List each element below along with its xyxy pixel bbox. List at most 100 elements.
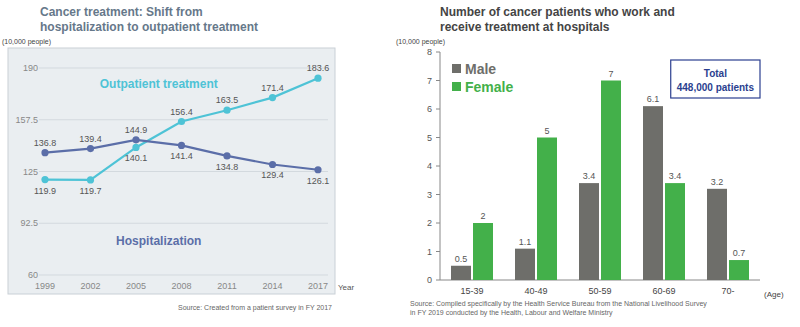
annotation-box: Total448,000 patients [671,60,760,98]
x-tick-label: 1999 [35,281,55,291]
x-tick-label: 2014 [262,281,282,291]
bar [473,223,493,280]
y-tick-label: 92.5 [20,218,38,228]
tick-mark [436,109,440,110]
tick-mark [436,80,440,81]
chart-title: receive treatment at hospitals [440,20,610,34]
tick-mark [436,223,440,224]
legend-swatch [452,64,461,73]
data-label: 3.4 [583,171,596,181]
point-marker [132,144,139,151]
source-note: in FY 2019 conducted by the Health, Labo… [410,309,613,317]
source-note: Source: Compiled specifically by the Hea… [410,300,707,308]
point-marker [41,149,48,156]
tick-mark [436,137,440,138]
data-label: 156.4 [170,107,193,117]
data-label: 5 [544,126,549,136]
line-chart: 6092.5125157.519019992002200520082011201… [2,5,355,312]
grid-line [39,171,328,172]
data-label: 129.4 [261,170,284,180]
data-label: 171.4 [261,83,284,93]
y-tick-label: 4 [427,161,432,171]
annotation-frame [671,60,760,98]
data-label: 144.9 [125,125,148,135]
y-tick-label: 1 [427,247,432,257]
grid-line [39,223,328,224]
grid-line [39,68,328,69]
plot-panel [8,48,335,294]
x-tick-label: 2008 [171,281,191,291]
point-marker [41,176,48,183]
point-marker [178,118,185,125]
x-tick-label: 40-49 [524,286,547,296]
data-label: 2 [480,211,485,221]
bar [729,260,749,280]
bar [601,81,621,281]
bar-chart: 0 1 2 3 4 5 6 7 8 15-39 40-49 50-59 60-69 70- (Age) 0.5… [396,5,784,317]
x-tick-label: 2005 [126,281,146,291]
data-label: 136.8 [34,138,57,148]
data-label: 0.7 [733,248,746,258]
bar [643,106,663,280]
series-line [45,140,318,170]
chart-title: Number of cancer patients who work and [440,5,675,19]
legend-swatch [452,82,461,91]
tick-mark [436,194,440,195]
y-tick-label: 7 [427,76,432,86]
annotation: Total [704,68,727,79]
bar [515,249,535,280]
data-label: 119.9 [34,186,56,196]
chart-canvas: 6092.5125157.519019992002200520082011201… [0,0,800,327]
y-tick-label: 5 [427,133,432,143]
series-name: Hospitalization [116,234,201,248]
point-marker [87,145,94,152]
data-label: 0.5 [455,254,468,264]
data-label: 163.5 [216,95,239,105]
x-axis-label: Year [338,283,355,292]
y-axis-line [440,52,441,280]
data-label: 3.4 [669,171,682,181]
y-tick-label: 157.5 [15,115,38,125]
y-tick-label: 3 [427,190,432,200]
data-label: 7 [608,69,613,79]
data-label: 6.1 [647,94,660,104]
point-marker [178,142,185,149]
chart-title: hospitalization to outpatient treatment [40,20,258,34]
source-note: Source: Created from a patient survey in… [178,304,332,312]
series-line [45,78,318,180]
data-label: 119.7 [80,186,102,196]
point-marker [223,152,230,159]
tick-mark [436,52,440,53]
point-marker [132,136,139,143]
labels: 119.9119.7140.1156.4163.5171.4183.6136.8… [34,63,330,248]
x-tick-label: 50-59 [588,286,611,296]
point-marker [314,166,321,173]
marks [41,75,321,184]
x-tick-label: 15-39 [460,286,483,296]
tick-mark [436,251,440,252]
data-label: 140.1 [125,153,148,163]
x-tick-label: 2002 [80,281,100,291]
point-marker [87,176,94,183]
point-marker [223,107,230,114]
data-label: 134.8 [216,162,239,172]
chart-title: Cancer treatment: Shift from [40,5,203,19]
y-axis-unit: (10,000 people) [396,38,445,46]
point-marker [269,94,276,101]
y-tick-label: 6 [427,104,432,114]
y-tick-label: 2 [427,218,432,228]
y-tick-label: 190 [23,63,38,73]
bar [579,183,599,280]
bar [665,183,685,280]
series-name: Outpatient treatment [100,77,218,91]
y-tick-label: 8 [427,47,432,57]
x-axis-label: (Age) [764,290,784,299]
legend-label: Male [465,61,496,77]
y-tick-label: 0 [427,275,432,285]
x-tick-label: 2017 [308,281,328,291]
x-tick-label: 70- [721,286,734,296]
bar [537,138,557,281]
data-label: 1.1 [519,237,532,247]
legend-label: Female [465,79,513,95]
x-tick-label: 60-69 [652,286,675,296]
